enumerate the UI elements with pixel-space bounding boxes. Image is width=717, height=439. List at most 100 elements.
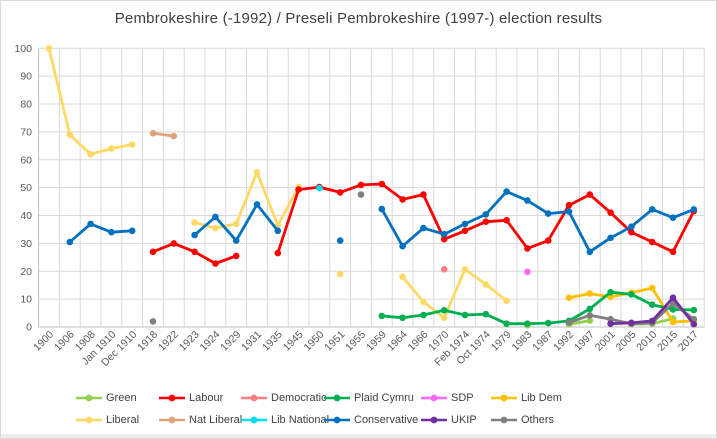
data-point-labour	[503, 217, 510, 224]
data-point-plaid-cymru	[586, 305, 594, 313]
data-point-liberal	[440, 314, 448, 322]
data-point-liberal	[45, 45, 53, 52]
svg-text:1918: 1918	[135, 329, 160, 354]
svg-text:1992: 1992	[551, 329, 576, 354]
data-point-conservative	[336, 237, 344, 244]
svg-text:1935: 1935	[260, 329, 285, 354]
data-point-plaid-cymru	[524, 320, 531, 328]
data-point-labour	[399, 196, 406, 203]
data-point-labour	[295, 186, 302, 193]
data-point-conservative	[482, 211, 490, 218]
svg-text:1979: 1979	[489, 329, 514, 354]
series-democratic	[440, 266, 448, 273]
svg-text:1931: 1931	[239, 329, 264, 354]
svg-text:1945: 1945	[281, 329, 306, 354]
data-point-conservative	[191, 231, 198, 239]
data-point-labour	[669, 248, 677, 256]
data-point-conservative	[108, 228, 115, 236]
data-point-labour	[170, 240, 178, 247]
data-point-plaid-cymru	[503, 320, 510, 328]
svg-text:1924: 1924	[198, 329, 223, 354]
svg-text:60: 60	[20, 154, 32, 166]
data-point-conservative	[232, 237, 240, 244]
svg-text:20: 20	[20, 266, 32, 278]
data-point-labour	[440, 235, 448, 243]
data-point-lib-dem	[586, 290, 594, 297]
svg-text:1922: 1922	[156, 329, 181, 354]
data-point-lib-national	[316, 184, 323, 192]
data-point-plaid-cymru	[461, 311, 469, 319]
data-point-plaid-cymru	[440, 307, 448, 314]
data-point-conservative	[607, 234, 614, 242]
data-point-conservative	[544, 210, 552, 217]
svg-text:1983: 1983	[510, 329, 535, 354]
data-point-liberal	[66, 131, 74, 138]
data-point-liberal	[482, 281, 490, 288]
data-point-sdp	[524, 268, 531, 276]
series-sdp	[524, 268, 531, 276]
series-lib-national	[316, 184, 323, 192]
data-point-labour	[524, 245, 531, 252]
data-point-conservative	[66, 238, 74, 246]
data-point-conservative	[565, 208, 573, 215]
y-axis-labels: 0 10 20 30 40 50 60 70 80 90 100	[14, 43, 32, 334]
svg-text:1997: 1997	[572, 329, 597, 354]
data-point-labour	[565, 201, 573, 209]
data-point-others	[586, 312, 594, 319]
data-point-labour	[420, 191, 427, 198]
series-ukip	[607, 294, 698, 328]
svg-text:2005: 2005	[614, 329, 639, 354]
data-point-ukip	[690, 320, 698, 328]
svg-text:1906: 1906	[52, 329, 77, 354]
data-point-nat-liberal	[149, 130, 157, 137]
data-point-labour	[212, 260, 219, 267]
data-point-conservative	[399, 242, 406, 250]
data-point-liberal	[128, 141, 136, 148]
data-point-ukip	[648, 317, 656, 325]
data-point-conservative	[420, 224, 427, 232]
data-point-labour	[232, 252, 240, 260]
data-point-plaid-cymru	[378, 312, 386, 320]
svg-text:0: 0	[26, 322, 32, 334]
svg-text:30: 30	[20, 238, 32, 250]
data-point-nat-liberal	[170, 132, 178, 140]
svg-text:1923: 1923	[177, 329, 202, 354]
svg-text:70: 70	[20, 126, 32, 138]
data-point-others	[149, 318, 157, 325]
data-point-lib-dem	[648, 284, 656, 292]
data-point-labour	[191, 248, 198, 256]
svg-text:100: 100	[14, 43, 32, 55]
data-point-labour	[461, 227, 469, 235]
data-point-lib-dem	[565, 294, 573, 302]
bottom-edge-strip	[1, 434, 716, 438]
svg-text:1987: 1987	[530, 329, 555, 354]
data-point-labour	[482, 218, 490, 225]
data-point-conservative	[253, 201, 261, 208]
data-point-labour	[357, 181, 365, 189]
data-point-lib-dem	[669, 318, 677, 326]
data-point-plaid-cymru	[669, 306, 677, 313]
svg-text:90: 90	[20, 71, 32, 83]
data-point-ukip	[669, 294, 677, 302]
data-point-labour	[607, 209, 614, 216]
svg-text:2001: 2001	[593, 329, 618, 354]
data-point-plaid-cymru	[399, 314, 406, 322]
data-point-labour	[378, 180, 386, 188]
series-plaid-cymru	[378, 288, 698, 328]
data-point-labour	[628, 228, 635, 236]
data-point-conservative	[87, 220, 94, 228]
svg-text:50: 50	[20, 182, 32, 194]
data-point-plaid-cymru	[690, 306, 698, 314]
series-liberal	[45, 45, 510, 322]
data-point-liberal	[461, 266, 469, 273]
data-point-plaid-cymru	[544, 319, 552, 327]
series-nat-liberal	[149, 130, 178, 140]
data-point-green	[586, 317, 594, 324]
svg-text:1950: 1950	[302, 329, 327, 354]
svg-text:1951: 1951	[322, 329, 347, 354]
data-point-conservative	[274, 227, 282, 235]
data-point-conservative	[669, 214, 677, 221]
data-point-others	[565, 319, 573, 326]
